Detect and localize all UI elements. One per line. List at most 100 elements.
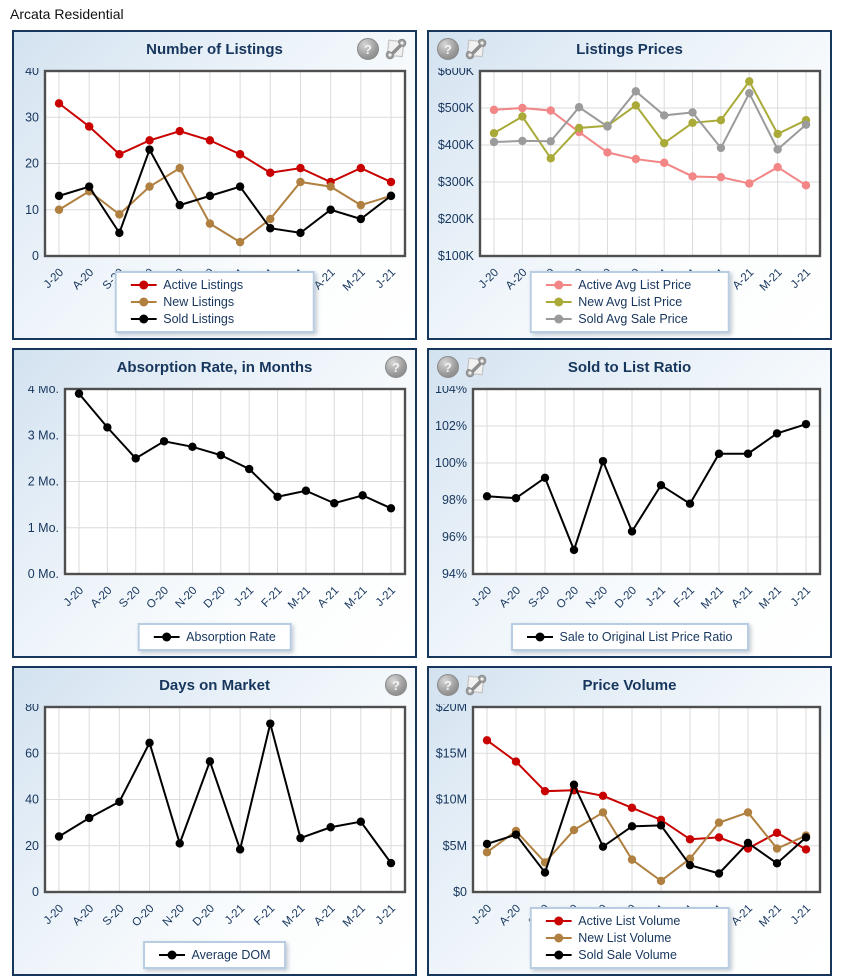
- y-axis-tick-label: 40: [25, 68, 39, 78]
- data-point-marker: [546, 154, 555, 163]
- wrench-settings-icon[interactable]: [465, 356, 487, 378]
- x-axis-tick-label: J-20: [477, 267, 501, 291]
- data-point-marker: [743, 808, 753, 817]
- chart-legend: Average DOM: [142, 941, 287, 969]
- y-axis-tick-label: 96%: [442, 530, 467, 544]
- panel-price-volume: ? Price Volume $0 $5M $10M $15M $20M J-20 A-20…: [427, 666, 832, 976]
- price-volume-chart: $0$5M$10M$15M$20MJ-20A-20S-20O-20N-20D-2…: [436, 700, 822, 930]
- data-point-marker: [716, 172, 726, 182]
- y-axis-tick-label: 20: [25, 157, 39, 171]
- wrench-settings-icon[interactable]: [465, 674, 487, 696]
- x-axis-tick-label: A-21: [312, 267, 338, 293]
- series-line: [493, 89, 807, 152]
- legend-series-marker-icon: [545, 314, 572, 324]
- data-point-marker: [714, 869, 724, 878]
- data-point-marker: [801, 833, 811, 842]
- x-axis-tick-label: J-20: [42, 903, 66, 927]
- x-axis-tick-label: J-21: [223, 903, 247, 927]
- data-point-marker: [540, 473, 550, 482]
- data-point-marker: [598, 456, 608, 466]
- x-axis-tick-label: S-20: [117, 585, 143, 611]
- data-point-marker: [356, 817, 366, 826]
- listings-prices-chart: $100K$200K$300K$400K$500K$600KJ-20A-20S-…: [438, 64, 822, 294]
- help-question-icon[interactable]: ?: [357, 38, 379, 60]
- help-question-icon[interactable]: ?: [437, 356, 459, 378]
- chart-legend: Absorption Rate: [137, 623, 292, 651]
- wrench-settings-icon[interactable]: [465, 38, 487, 60]
- help-question-icon[interactable]: ?: [385, 674, 407, 696]
- legend-label: Sale to Original List Price Ratio: [559, 630, 733, 644]
- legend-series-marker-icon: [545, 297, 572, 307]
- x-axis-tick-label: J-20: [470, 903, 494, 927]
- chart-title: Sold to List Ratio: [567, 359, 692, 376]
- data-point-marker: [745, 179, 754, 188]
- y-axis-tick-label: 60: [25, 746, 39, 760]
- x-axis-tick-label: A-20: [497, 585, 523, 611]
- wrench-settings-icon[interactable]: [385, 38, 407, 60]
- legend-label: Absorption Rate: [186, 630, 276, 644]
- y-axis-tick-label: 94%: [442, 567, 467, 581]
- x-axis-tick-label: M-21: [281, 903, 308, 930]
- legend-item: New Avg List Price: [545, 295, 682, 309]
- help-question-icon[interactable]: ?: [437, 38, 459, 60]
- data-point-marker: [482, 848, 492, 857]
- legend-series-marker-icon: [130, 314, 157, 324]
- data-point-marker: [386, 504, 396, 513]
- data-point-marker: [145, 738, 154, 748]
- data-point-marker: [296, 177, 305, 187]
- data-point-marker: [546, 106, 555, 115]
- chart-title: Days on Market: [159, 677, 270, 694]
- data-point-marker: [145, 136, 154, 145]
- data-point-marker: [266, 168, 275, 177]
- data-point-marker: [603, 148, 612, 157]
- data-point-marker: [301, 486, 311, 495]
- data-point-marker: [54, 832, 64, 841]
- help-question-icon[interactable]: ?: [385, 356, 407, 378]
- data-point-marker: [175, 163, 184, 173]
- data-point-marker: [175, 839, 184, 848]
- data-point-marker: [540, 868, 550, 877]
- y-axis-tick-label: 4 Mo.: [28, 386, 59, 396]
- help-question-icon[interactable]: ?: [437, 674, 459, 696]
- data-point-marker: [115, 228, 124, 238]
- data-point-marker: [659, 158, 669, 167]
- chart-title: Price Volume: [582, 677, 677, 694]
- y-axis-tick-label: 2 Mo.: [28, 475, 59, 489]
- x-axis-tick-label: N-20: [584, 585, 610, 611]
- x-axis-tick-label: D-20: [191, 903, 217, 929]
- data-point-marker: [685, 835, 695, 844]
- data-point-marker: [546, 137, 555, 146]
- legend-label: Active Avg List Price: [578, 278, 692, 292]
- y-axis-tick-label: $5M: [443, 839, 467, 853]
- data-point-marker: [659, 111, 669, 120]
- legend-series-marker-icon: [545, 280, 572, 290]
- x-axis-tick-label: N-20: [173, 585, 199, 611]
- data-point-marker: [569, 780, 579, 789]
- data-point-marker: [656, 876, 666, 886]
- data-point-marker: [326, 182, 335, 191]
- y-axis-tick-label: 0: [32, 249, 39, 263]
- data-point-marker: [773, 145, 782, 154]
- y-axis-tick-label: $20M: [436, 704, 467, 714]
- data-point-marker: [54, 191, 64, 201]
- data-point-marker: [688, 172, 697, 181]
- data-point-marker: [386, 191, 396, 201]
- legend-label: Active Listings: [163, 278, 244, 292]
- data-point-marker: [801, 181, 811, 190]
- data-point-marker: [386, 858, 396, 868]
- data-point-marker: [326, 823, 335, 832]
- series-line: [486, 811, 807, 883]
- data-point-marker: [518, 112, 527, 121]
- data-point-marker: [745, 77, 754, 86]
- data-point-marker: [772, 429, 782, 438]
- x-axis-tick-label: J-21: [374, 903, 398, 927]
- data-point-marker: [716, 116, 726, 125]
- data-point-marker: [74, 389, 84, 398]
- x-axis-tick-label: J-21: [232, 585, 256, 609]
- legend-item: Sold Listings: [130, 312, 234, 326]
- legend-series-marker-icon: [130, 297, 157, 307]
- series-line: [58, 102, 392, 184]
- x-axis-tick-label: D-20: [613, 585, 639, 611]
- x-axis-tick-label: A-20: [71, 903, 97, 929]
- x-axis-tick-label: J-20: [470, 585, 494, 609]
